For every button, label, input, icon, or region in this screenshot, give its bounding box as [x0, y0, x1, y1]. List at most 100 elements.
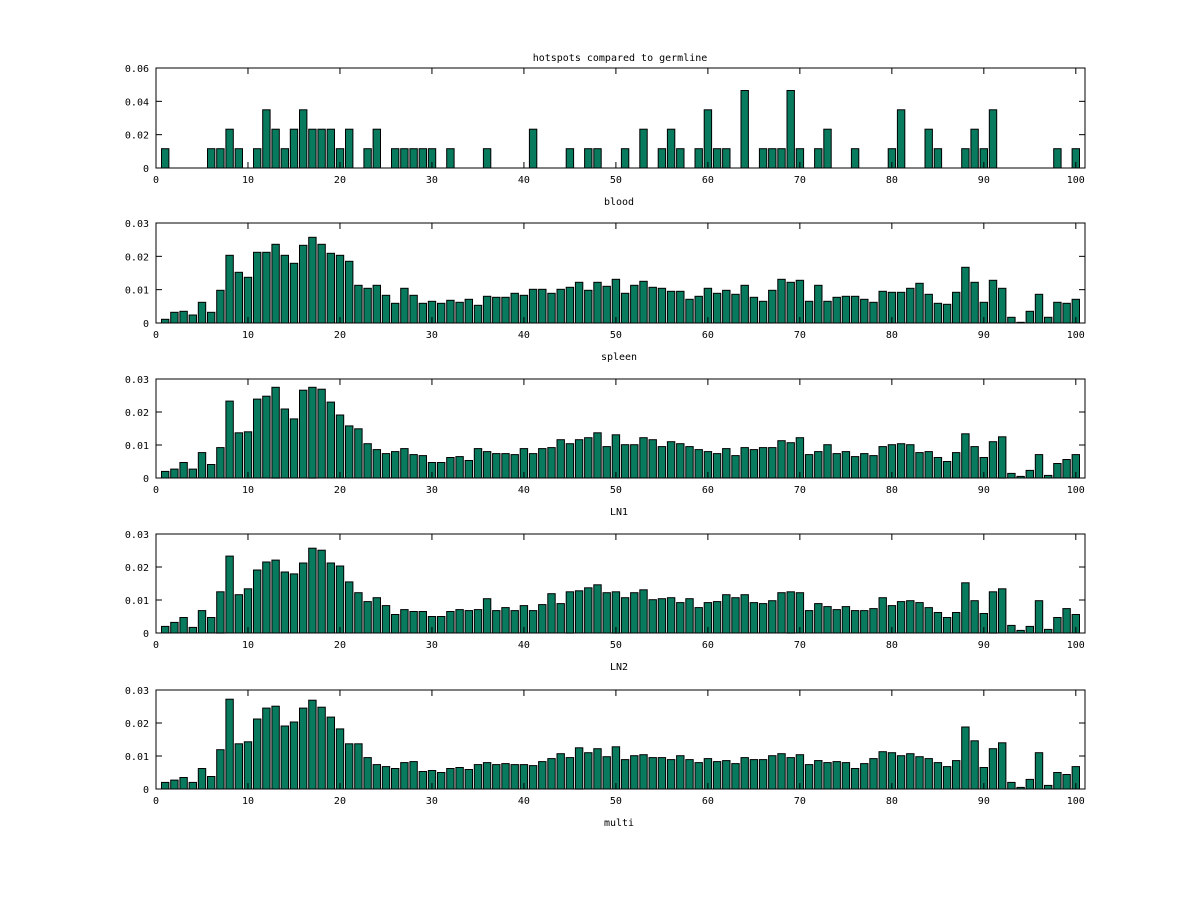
bar	[473, 764, 483, 790]
bar	[1007, 316, 1016, 324]
bar	[731, 455, 740, 479]
bar	[666, 128, 676, 169]
bar	[924, 293, 933, 324]
bar	[308, 699, 317, 790]
bar	[758, 300, 768, 324]
x-tick-label: 20	[334, 175, 346, 186]
x-tick-label: 20	[334, 485, 346, 496]
bar	[225, 128, 234, 169]
y-tick-label: 0.01	[125, 441, 149, 452]
bar	[630, 755, 639, 790]
bar	[188, 781, 198, 790]
bar	[878, 751, 887, 790]
bar	[786, 442, 795, 479]
bar	[970, 281, 979, 324]
bar	[657, 757, 667, 790]
bar	[391, 768, 400, 790]
x-tick-label: 20	[334, 796, 346, 807]
bar	[400, 287, 409, 324]
bar	[253, 148, 262, 169]
bar	[639, 280, 648, 324]
bar	[492, 610, 501, 634]
bar	[896, 601, 906, 634]
bar	[556, 288, 565, 324]
bar	[492, 453, 501, 479]
bar	[234, 148, 244, 169]
bar	[703, 109, 713, 169]
bar	[961, 266, 970, 324]
x-tick-label: 70	[794, 640, 806, 651]
x-tick-label: 10	[242, 796, 254, 807]
bar	[768, 289, 777, 324]
bar	[850, 295, 860, 324]
bar	[216, 591, 225, 634]
bar	[197, 452, 207, 479]
bar	[878, 290, 887, 324]
bar	[280, 254, 290, 324]
bar	[473, 304, 483, 324]
bar	[878, 597, 887, 634]
bar	[915, 452, 924, 479]
bar	[574, 281, 584, 324]
bar	[694, 607, 703, 634]
bar	[740, 594, 749, 634]
x-tick-label: 50	[610, 640, 622, 651]
bar	[823, 762, 832, 790]
bar	[933, 302, 943, 324]
bar	[814, 148, 823, 169]
x-tick-label: 80	[886, 640, 898, 651]
axes-frame	[155, 67, 1086, 169]
bar	[731, 597, 740, 634]
bar	[722, 594, 731, 634]
bar	[915, 602, 924, 634]
y-tick-label: 0.06	[125, 64, 149, 75]
y-tick-label: 0.01	[125, 752, 149, 763]
bar	[777, 753, 786, 790]
bar	[630, 284, 639, 324]
bar	[391, 451, 400, 479]
bar	[1034, 454, 1044, 479]
bar	[197, 768, 207, 790]
bar	[786, 281, 795, 324]
bar	[768, 600, 777, 634]
y-tick-label: 0	[143, 629, 149, 640]
x-tick-label: 30	[426, 330, 438, 341]
bar	[676, 443, 685, 479]
bar	[170, 779, 179, 790]
bar	[510, 292, 519, 324]
bar	[666, 597, 676, 634]
bar	[556, 753, 565, 790]
bar	[620, 292, 630, 324]
bar	[243, 588, 253, 634]
bar	[998, 436, 1007, 479]
bar	[243, 431, 253, 479]
bar	[289, 721, 299, 790]
bar	[620, 148, 630, 169]
bar	[289, 128, 299, 169]
bar	[400, 148, 409, 169]
bar	[547, 758, 556, 790]
bar	[1034, 752, 1044, 790]
bar	[326, 252, 336, 324]
bar	[179, 617, 188, 634]
bar	[262, 109, 271, 169]
bar	[1025, 469, 1034, 479]
bar	[391, 302, 400, 324]
bar	[317, 388, 326, 479]
x-tick-label: 50	[610, 330, 622, 341]
bar	[749, 296, 759, 324]
subplot-ln1: 0 10 20 30 40 50 60 70 80 90 100 0 0.01 0.02 0.03 LN1	[125, 375, 1086, 518]
bar	[161, 470, 170, 479]
bar	[998, 742, 1007, 790]
bar	[584, 587, 593, 634]
x-tick-label: 100	[1067, 330, 1085, 341]
bar	[262, 395, 271, 479]
bar	[464, 460, 474, 479]
bar	[326, 562, 336, 634]
bar	[345, 743, 354, 790]
bar	[381, 453, 391, 479]
bar	[565, 286, 575, 324]
x-tick-label: 90	[978, 330, 990, 341]
bar	[1053, 772, 1062, 790]
bar	[722, 760, 731, 790]
